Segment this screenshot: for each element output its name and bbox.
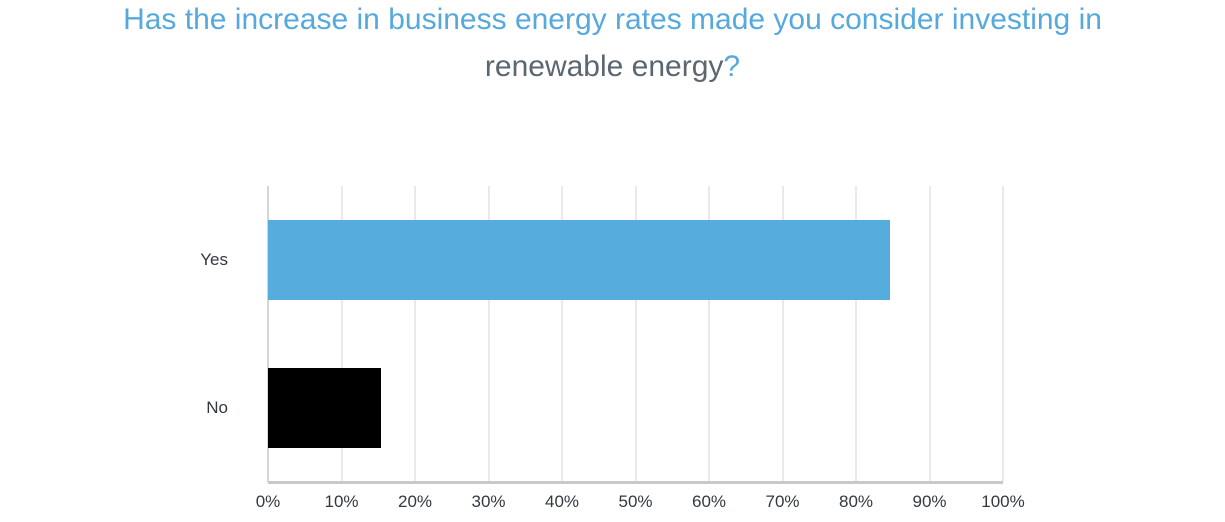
x-tick-label: 100% [981, 492, 1025, 511]
x-tick-label: 30% [471, 492, 506, 511]
x-tick-label: 60% [691, 492, 727, 511]
gridline [340, 186, 343, 482]
chart-title: Has the increase in business energy rate… [0, 0, 1225, 90]
gridline [487, 186, 490, 482]
x-tick-label: 80% [838, 492, 874, 511]
x-tick-label: 20% [397, 492, 433, 511]
chart-title-line2: renewable energy [484, 50, 724, 83]
gridline [781, 186, 784, 482]
x-tick-label: 70% [765, 492, 800, 511]
category-label: No [206, 398, 228, 417]
x-tick-label: 10% [324, 492, 359, 511]
bar-no[interactable] [268, 368, 382, 448]
bar-row: No [206, 334, 1003, 482]
x-axis-labels: 0% 10% 20% 30% 40% 50% 60% 70% 80% 90% 100% [256, 492, 1025, 518]
bar-yes[interactable] [268, 220, 890, 300]
gridline [267, 186, 269, 482]
x-tick-label: 90% [912, 492, 947, 511]
gridline [561, 186, 563, 482]
chart-title-question-mark: ? [723, 50, 741, 83]
x-tick-label: 50% [618, 492, 653, 511]
gridline [855, 186, 857, 482]
chart-title-line1: Has the increase in business energy rate… [123, 3, 1102, 36]
gridline [414, 186, 416, 482]
gridline [634, 186, 637, 482]
plot-area: Yes No [200, 186, 1004, 484]
x-tick-label: 0% [255, 492, 281, 511]
bar-row: Yes [200, 186, 1003, 334]
gridline [928, 186, 931, 482]
x-axis-line [268, 481, 1003, 484]
gridline [1002, 186, 1004, 482]
category-label: Yes [200, 250, 228, 269]
gridline [708, 186, 710, 482]
x-tick-label: 40% [544, 492, 580, 511]
